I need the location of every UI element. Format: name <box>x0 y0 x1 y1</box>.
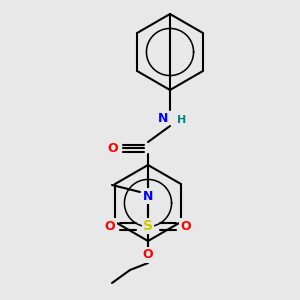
Text: N: N <box>143 190 153 202</box>
Text: O: O <box>143 248 153 262</box>
Text: O: O <box>105 220 115 232</box>
Text: O: O <box>108 142 118 154</box>
Text: S: S <box>143 219 153 233</box>
Text: N: N <box>158 112 168 124</box>
Text: O: O <box>181 220 191 232</box>
Text: H: H <box>177 115 187 125</box>
